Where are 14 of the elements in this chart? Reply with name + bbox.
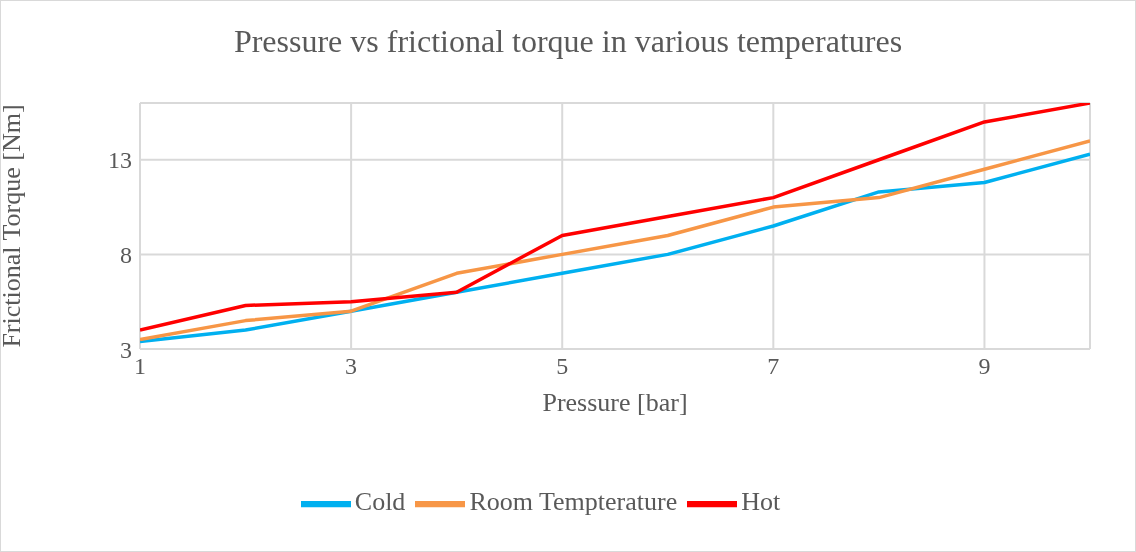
- x-tick-label: 3: [345, 353, 358, 380]
- legend-label: Room Tempterature: [469, 486, 678, 516]
- x-tick-label: 1: [134, 353, 146, 380]
- legend-label: Hot: [741, 486, 781, 516]
- y-tick-label: 13: [108, 147, 132, 174]
- x-tick-label: 5: [556, 353, 569, 380]
- y-tick-label: 3: [120, 336, 132, 363]
- x-tick-label: 7: [767, 353, 780, 380]
- x-tick-label: 9: [978, 353, 991, 380]
- x-axis-title: Pressure [bar]: [542, 388, 688, 417]
- chart-title: Pressure vs frictional torque in various temperatures: [232, 23, 904, 60]
- legend-label: Cold: [354, 486, 406, 516]
- y-axis-title: Frictional Torque [Nm]: [0, 104, 27, 348]
- y-tick-label: 8: [120, 241, 132, 268]
